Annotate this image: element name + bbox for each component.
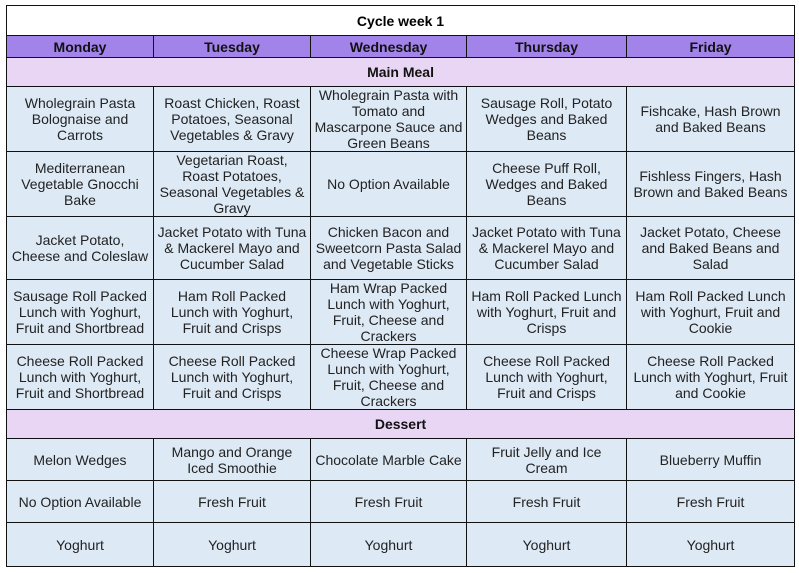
menu-cell: Cheese Puff Roll, Wedges and Baked Beans: [466, 151, 627, 217]
menu-cell: Mediterranean Vegetable Gnocchi Bake: [6, 151, 154, 217]
menu-cell: Blueberry Muffin: [625, 438, 796, 481]
menu-cell: Mango and Orange Iced Smoothie: [153, 438, 311, 481]
menu-cell: Cheese Roll Packed Lunch with Yoghurt, F…: [466, 344, 627, 410]
menu-cell: Jacket Potato, Cheese and Baked Beans an…: [625, 216, 796, 280]
menu-cell: Jacket Potato, Cheese and Coleslaw: [6, 216, 154, 280]
menu-cell: Wholegrain Pasta Bolognaise and Carrots: [6, 86, 154, 152]
table-row: Wholegrain Pasta Bolognaise and Carrots R…: [6, 86, 796, 152]
menu-cell: Fresh Fruit: [310, 480, 467, 523]
menu-cell: Yoghurt: [153, 522, 311, 567]
day-header-friday: Friday: [625, 35, 796, 58]
menu-cell: Ham Roll Packed Lunch with Yoghurt, Frui…: [466, 279, 627, 345]
menu-cell: Yoghurt: [466, 522, 627, 567]
day-header-tuesday: Tuesday: [153, 35, 311, 58]
menu-table: Cycle week 1 Monday Tuesday Wednesday Thurs…: [5, 5, 796, 567]
menu-cell: Cheese Roll Packed Lunch with Yoghurt, F…: [625, 344, 796, 410]
menu-cell: Sausage Roll, Potato Wedges and Baked Be…: [466, 86, 627, 152]
menu-cell: Fresh Fruit: [625, 480, 796, 523]
menu-cell: Roast Chicken, Roast Potatoes, Seasonal …: [153, 86, 311, 152]
menu-cell: Jacket Potato with Tuna & Mackerel Mayo …: [153, 216, 311, 280]
table-row: Yoghurt Yoghurt Yoghurt Yoghurt Yoghurt: [6, 522, 796, 567]
section-header: Dessert: [5, 409, 796, 439]
table-title: Cycle week 1: [5, 5, 796, 36]
table-row: Mediterranean Vegetable Gnocchi Bake Vege…: [6, 151, 796, 217]
menu-cell: Ham Roll Packed Lunch with Yoghurt, Frui…: [625, 279, 796, 345]
menu-cell: Fruit Jelly and Ice Cream: [466, 438, 627, 481]
table-row: Melon Wedges Mango and Orange Iced Smooth…: [6, 438, 796, 481]
menu-cell: Fishless Fingers, Hash Brown and Baked B…: [625, 151, 796, 217]
menu-cell: Cheese Roll Packed Lunch with Yoghurt, F…: [6, 344, 154, 410]
menu-cell: Melon Wedges: [6, 438, 154, 481]
menu-cell: Yoghurt: [310, 522, 467, 567]
menu-cell: Jacket Potato with Tuna & Mackerel Mayo …: [466, 216, 627, 280]
section-header: Main Meal: [5, 57, 796, 87]
menu-cell: Cheese Wrap Packed Lunch with Yoghurt, F…: [310, 344, 467, 410]
menu-cell: Chocolate Marble Cake: [310, 438, 467, 481]
menu-cell: Ham Wrap Packed Lunch with Yoghurt, Frui…: [310, 279, 467, 345]
menu-cell: Fresh Fruit: [153, 480, 311, 523]
table-row: No Option Available Fresh Fruit Fresh Frui…: [6, 480, 796, 523]
menu-cell: Sausage Roll Packed Lunch with Yoghurt, …: [6, 279, 154, 345]
menu-cell: Chicken Bacon and Sweetcorn Pasta Salad …: [310, 216, 467, 280]
menu-cell: Ham Roll Packed Lunch with Yoghurt, Frui…: [153, 279, 311, 345]
day-header-thursday: Thursday: [466, 35, 627, 58]
menu-cell: Vegetarian Roast, Roast Potatoes, Season…: [153, 151, 311, 217]
menu-cell: Cheese Roll Packed Lunch with Yoghurt, F…: [153, 344, 311, 410]
table-row: Sausage Roll Packed Lunch with Yoghurt, …: [6, 279, 796, 345]
menu-cell: Fishcake, Hash Brown and Baked Beans: [625, 86, 796, 152]
table-row: Jacket Potato, Cheese and Coleslaw Jacket…: [6, 216, 796, 280]
menu-cell: No Option Available: [6, 480, 154, 523]
day-header-monday: Monday: [6, 35, 154, 58]
menu-cell: Wholegrain Pasta with Tomato and Mascarp…: [310, 86, 467, 152]
menu-cell: Fresh Fruit: [466, 480, 627, 523]
menu-cell: Yoghurt: [625, 522, 796, 567]
menu-cell: Yoghurt: [6, 522, 154, 567]
table-row: Cheese Roll Packed Lunch with Yoghurt, F…: [6, 344, 796, 410]
day-header-wednesday: Wednesday: [310, 35, 467, 58]
menu-cell: No Option Available: [310, 151, 467, 217]
